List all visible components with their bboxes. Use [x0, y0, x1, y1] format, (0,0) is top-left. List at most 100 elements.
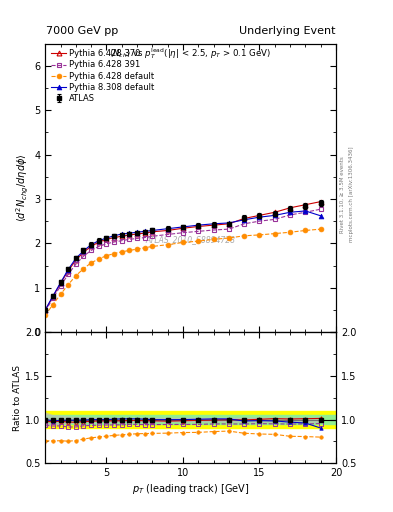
- Pythia 8.308 default: [142, 228, 147, 234]
- Pythia 6.428 default: [318, 226, 323, 232]
- Pythia 6.428 391: [104, 241, 109, 247]
- Line: Pythia 6.428 370: Pythia 6.428 370: [43, 199, 323, 313]
- Pythia 8.308 default: [242, 217, 246, 223]
- Line: Pythia 8.308 default: Pythia 8.308 default: [43, 208, 323, 312]
- Pythia 8.308 default: [104, 235, 109, 241]
- Pythia 6.428 default: [142, 245, 147, 251]
- Pythia 6.428 391: [135, 236, 140, 242]
- Pythia 6.428 default: [226, 235, 231, 241]
- Line: Pythia 6.428 default: Pythia 6.428 default: [43, 227, 323, 318]
- Pythia 6.428 default: [272, 230, 277, 237]
- Pythia 6.428 default: [150, 243, 155, 249]
- Text: Underlying Event: Underlying Event: [239, 26, 335, 36]
- Pythia 6.428 default: [127, 247, 132, 253]
- Pythia 6.428 default: [104, 253, 109, 259]
- Pythia 6.428 default: [196, 238, 200, 244]
- Pythia 6.428 391: [165, 231, 170, 238]
- Pythia 6.428 370: [135, 231, 140, 237]
- Pythia 6.428 370: [104, 236, 109, 242]
- Pythia 6.428 391: [127, 236, 132, 242]
- Pythia 6.428 391: [242, 221, 246, 227]
- Pythia 8.308 default: [73, 255, 78, 262]
- Pythia 6.428 default: [242, 233, 246, 239]
- Legend: Pythia 6.428 370, Pythia 6.428 391, Pythia 6.428 default, Pythia 8.308 default, : Pythia 6.428 370, Pythia 6.428 391, Pyth…: [50, 48, 156, 104]
- Pythia 8.308 default: [272, 212, 277, 219]
- Pythia 6.428 default: [119, 249, 124, 255]
- Pythia 6.428 default: [135, 246, 140, 252]
- Pythia 8.308 default: [50, 293, 55, 299]
- Pythia 6.428 391: [96, 243, 101, 249]
- Pythia 6.428 default: [96, 256, 101, 262]
- Pythia 6.428 391: [43, 308, 48, 314]
- Pythia 6.428 370: [165, 227, 170, 233]
- Pythia 6.428 391: [112, 239, 116, 245]
- Pythia 6.428 default: [257, 232, 262, 238]
- Pythia 8.308 default: [181, 224, 185, 230]
- Pythia 6.428 391: [73, 261, 78, 267]
- Pythia 6.428 391: [181, 229, 185, 236]
- Pythia 6.428 370: [242, 216, 246, 222]
- Pythia 6.428 default: [66, 282, 70, 288]
- Text: mcplots.cern.ch [arXiv:1306.3436]: mcplots.cern.ch [arXiv:1306.3436]: [349, 147, 354, 242]
- Bar: [45, 411, 336, 429]
- Pythia 8.308 default: [211, 221, 216, 227]
- Pythia 6.428 370: [181, 225, 185, 231]
- Pythia 6.428 391: [318, 206, 323, 212]
- Pythia 6.428 391: [303, 209, 308, 216]
- Pythia 8.308 default: [127, 230, 132, 236]
- Pythia 6.428 391: [89, 247, 94, 253]
- Pythia 6.428 391: [150, 233, 155, 239]
- Pythia 6.428 default: [165, 242, 170, 248]
- Pythia 6.428 default: [89, 260, 94, 266]
- Pythia 8.308 default: [226, 220, 231, 226]
- Pythia 6.428 370: [196, 223, 200, 229]
- Pythia 6.428 370: [303, 202, 308, 208]
- Pythia 8.308 default: [196, 222, 200, 228]
- Pythia 8.308 default: [58, 280, 63, 286]
- Text: $\langle N_{ch}\rangle$ vs $p_T^{\rm lead}$($|\eta|$ < 2.5, $p_T$ > 0.1 GeV): $\langle N_{ch}\rangle$ vs $p_T^{\rm lea…: [110, 47, 272, 61]
- Pythia 8.308 default: [119, 231, 124, 237]
- Bar: [45, 415, 336, 424]
- Pythia 6.428 370: [150, 229, 155, 235]
- Pythia 6.428 370: [142, 230, 147, 236]
- Pythia 8.308 default: [288, 209, 292, 216]
- Pythia 6.428 370: [50, 293, 55, 300]
- Pythia 6.428 370: [226, 221, 231, 227]
- Pythia 8.308 default: [66, 266, 70, 272]
- Pythia 6.428 391: [257, 218, 262, 224]
- Pythia 6.428 default: [211, 236, 216, 242]
- Text: ATLAS_2010_S8894728: ATLAS_2010_S8894728: [145, 236, 236, 244]
- Pythia 6.428 370: [119, 233, 124, 239]
- Pythia 8.308 default: [257, 214, 262, 220]
- Pythia 6.428 370: [66, 268, 70, 274]
- Text: Rivet 3.1.10, ≥ 3.5M events: Rivet 3.1.10, ≥ 3.5M events: [340, 156, 344, 233]
- Pythia 6.428 370: [43, 307, 48, 313]
- Pythia 8.308 default: [89, 242, 94, 248]
- Pythia 6.428 391: [211, 227, 216, 233]
- Pythia 6.428 default: [288, 229, 292, 236]
- Pythia 6.428 370: [81, 249, 86, 255]
- Pythia 8.308 default: [43, 307, 48, 313]
- Pythia 6.428 370: [112, 234, 116, 241]
- Pythia 6.428 391: [58, 283, 63, 289]
- Pythia 6.428 391: [66, 271, 70, 278]
- Pythia 8.308 default: [165, 226, 170, 232]
- Pythia 6.428 370: [127, 232, 132, 238]
- Y-axis label: $\langle d^2 N_{chg}/d\eta d\phi \rangle$: $\langle d^2 N_{chg}/d\eta d\phi \rangle…: [15, 154, 31, 222]
- Pythia 8.308 default: [112, 233, 116, 239]
- Pythia 8.308 default: [96, 238, 101, 244]
- Pythia 6.428 370: [73, 257, 78, 263]
- Pythia 6.428 default: [43, 312, 48, 318]
- Pythia 6.428 391: [196, 228, 200, 234]
- Pythia 6.428 391: [226, 226, 231, 232]
- Line: Pythia 6.428 391: Pythia 6.428 391: [43, 207, 323, 314]
- Y-axis label: Ratio to ATLAS: Ratio to ATLAS: [13, 365, 22, 431]
- Pythia 8.308 default: [150, 227, 155, 233]
- Pythia 6.428 default: [73, 273, 78, 279]
- Pythia 6.428 default: [303, 227, 308, 233]
- Pythia 6.428 391: [50, 295, 55, 302]
- Pythia 6.428 370: [89, 243, 94, 249]
- Pythia 8.308 default: [318, 213, 323, 219]
- Pythia 6.428 391: [288, 212, 292, 218]
- X-axis label: $p_T$ (leading track) [GeV]: $p_T$ (leading track) [GeV]: [132, 482, 249, 497]
